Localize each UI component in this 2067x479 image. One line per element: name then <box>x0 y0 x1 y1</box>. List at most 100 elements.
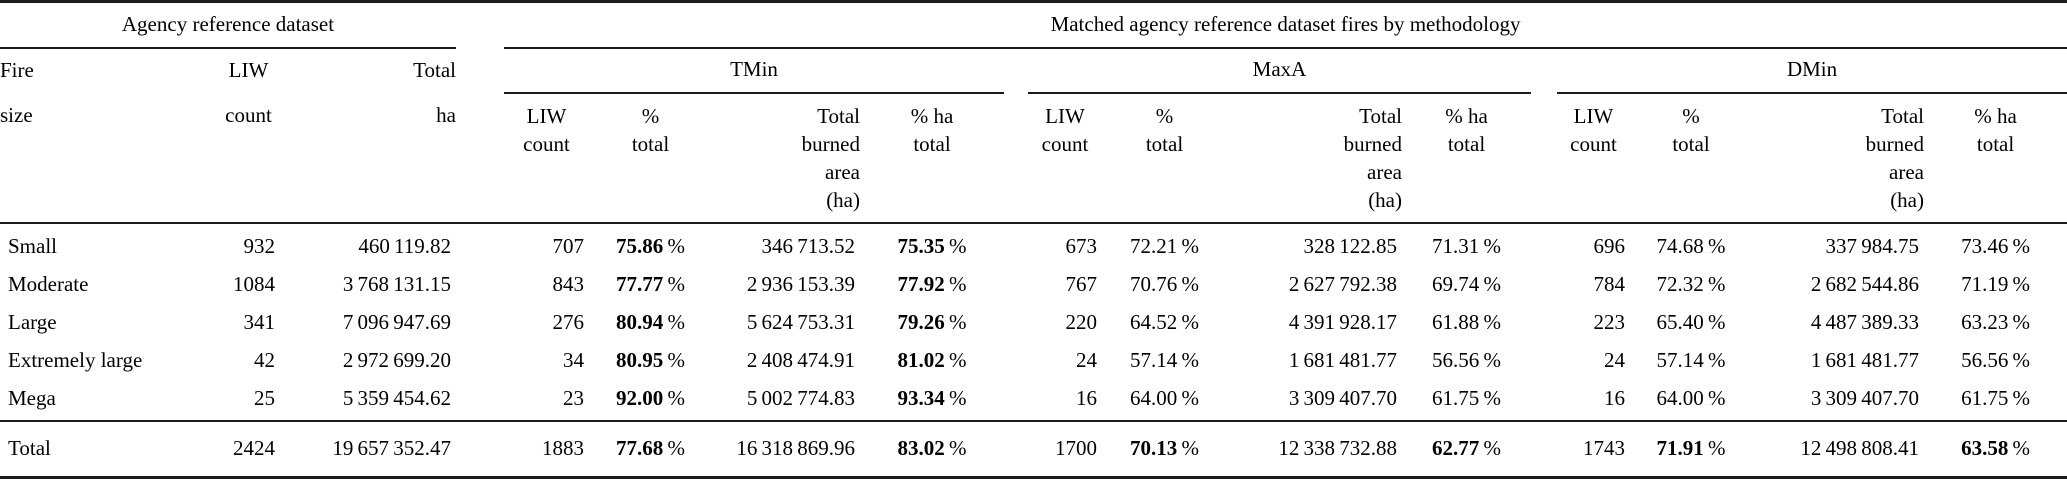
dmin-pct-total-cell: 71.91 % <box>1656 436 1726 460</box>
tmin-pct-total-cell: 77.68 % <box>616 436 685 460</box>
dmin-burned-area-header: Total burned area (ha) <box>1752 93 1924 224</box>
tmin-burned-area-cell: 2 936 153.39 <box>746 272 855 296</box>
stub-subheader-count: count <box>217 93 280 224</box>
dmin-liw-count-cell: 1743 <box>1583 436 1625 460</box>
dmin-pct-total-header: % total <box>1630 93 1752 224</box>
maxa-pct-total-cell: 72.21 % <box>1130 234 1199 258</box>
tmin-pct-ha-cell: 75.35 % <box>897 234 967 258</box>
tmin-pct-total-cell: 80.95 % <box>616 348 685 372</box>
dmin-pct-ha-cell: 56.56 % <box>1961 348 2031 372</box>
tmin-burned-area-cell: 5 624 753.31 <box>746 310 855 334</box>
maxa-pct-ha-cell: 71.31 % <box>1432 234 1501 258</box>
column-spacer <box>456 93 504 224</box>
agency-total-ha-cell: 3 768 131.15 <box>342 272 451 296</box>
column-spacer <box>1004 304 1028 342</box>
column-spacer <box>456 304 504 342</box>
dmin-pct-ha-cell: 71.19 % <box>1961 272 2031 296</box>
tmin-pct-ha-cell: 81.02 % <box>897 348 967 372</box>
column-spacer <box>1531 421 1557 476</box>
column-spacer <box>456 3 504 48</box>
column-spacer <box>1531 48 1557 93</box>
group-header-row: Agency reference dataset Matched agency … <box>0 3 2067 49</box>
tmin-burned-area-cell: 5 002 774.83 <box>712 380 860 422</box>
maxa-pct-ha-cell: 69.74 % <box>1432 272 1501 296</box>
column-spacer <box>456 342 504 380</box>
column-spacer <box>456 421 504 476</box>
tmin-liw-count-cell: 34 <box>563 348 584 372</box>
column-spacer <box>1531 304 1557 342</box>
tmin-burned-area-cell: 346 713.52 <box>761 234 855 258</box>
dmin-pct-total-cell: 74.68 % <box>1656 234 1726 258</box>
dmin-pct-total-cell: 72.32 % <box>1656 272 1726 296</box>
dmin-liw-count-cell: 223 <box>1593 310 1626 334</box>
tmin-pct-ha-cell: 77.92 % <box>897 272 967 296</box>
table-row: Moderate 1084 3 768 131.15 843 77.77 % 2 936 … <box>0 266 2067 304</box>
column-spacer <box>1531 93 1557 224</box>
tmin-pct-total-cell: 80.94 % <box>616 310 685 334</box>
dmin-burned-area-cell: 3 309 407.70 <box>1752 380 1924 422</box>
tmin-burned-area-cell: 2 408 474.91 <box>746 348 855 372</box>
methodology-header-maxa: MaxA <box>1028 48 1531 94</box>
agency-group-header: Agency reference dataset <box>0 3 456 49</box>
maxa-burned-area-cell: 3 309 407.70 <box>1227 380 1402 422</box>
tmin-liw-count-cell: 23 <box>504 380 589 422</box>
dmin-pct-total-cell: 57.14 % <box>1656 348 1726 372</box>
maxa-burned-area-cell: 328 122.85 <box>1303 234 1397 258</box>
column-spacer <box>1531 266 1557 304</box>
agency-total-ha-cell: 19 657 352.47 <box>332 436 451 460</box>
table-body: Small 932 460 119.82 707 75.86 % 346 713.52 75… <box>0 223 2067 476</box>
maxa-pct-total-cell: 70.13 % <box>1130 436 1199 460</box>
table-row: Small 932 460 119.82 707 75.86 % 346 713.52 75… <box>0 223 2067 266</box>
stub-subheader-size: size <box>0 93 217 224</box>
maxa-pct-total-header: % total <box>1102 93 1227 224</box>
column-spacer <box>1004 266 1028 304</box>
dmin-burned-area-cell: 1 681 481.77 <box>1810 348 1919 372</box>
agency-liw-count-cell: 2424 <box>233 436 275 460</box>
fire-size-label: Moderate <box>8 272 89 296</box>
tmin-burned-area-header: Total burned area (ha) <box>712 93 860 224</box>
tmin-burned-area-cell: 16 318 869.96 <box>736 436 855 460</box>
maxa-pct-total-cell: 70.76 % <box>1130 272 1199 296</box>
maxa-liw-count-cell: 24 <box>1076 348 1097 372</box>
tmin-pct-total-cell: 75.86 % <box>616 234 685 258</box>
agency-liw-count-cell: 341 <box>243 310 276 334</box>
maxa-liw-count-cell: 16 <box>1028 380 1102 422</box>
maxa-pct-ha-cell: 61.75 % <box>1402 380 1531 422</box>
fire-size-label: Mega <box>0 380 217 422</box>
maxa-pct-ha-cell: 61.88 % <box>1432 310 1501 334</box>
table-row: Large 341 7 096 947.69 276 80.94 % 5 624 753.… <box>0 304 2067 342</box>
tmin-pct-total-header: % total <box>589 93 712 224</box>
column-spacer <box>1004 48 1028 93</box>
fires-matching-table: Agency reference dataset Matched agency … <box>0 3 2067 476</box>
agency-total-ha-cell: 5 359 454.62 <box>280 380 456 422</box>
dmin-pct-total-cell: 65.40 % <box>1656 310 1726 334</box>
tmin-pct-ha-cell: 93.34 % <box>860 380 1004 422</box>
maxa-burned-area-cell: 2 627 792.38 <box>1288 272 1397 296</box>
matched-group-header: Matched agency reference dataset fires b… <box>504 3 2067 49</box>
table-row: Mega 25 5 359 454.62 23 92.00 % 5 002 774.83 9… <box>0 380 2067 422</box>
maxa-pct-total-cell: 64.00 % <box>1102 380 1227 422</box>
methodology-header-row: Fire LIW Total TMin MaxA DMin <box>0 48 2067 94</box>
column-spacer <box>1004 342 1028 380</box>
dmin-liw-count-cell: 24 <box>1604 348 1625 372</box>
stub-subheader-ha: ha <box>280 93 456 224</box>
maxa-liw-count-header: LIW count <box>1028 93 1102 224</box>
maxa-pct-ha-cell: 62.77 % <box>1432 436 1501 460</box>
agency-liw-count-cell: 1084 <box>233 272 275 296</box>
maxa-burned-area-cell: 12 338 732.88 <box>1278 436 1397 460</box>
dmin-burned-area-cell: 2 682 544.86 <box>1810 272 1919 296</box>
fire-size-label: Extremely large <box>8 348 143 372</box>
column-spacer <box>1004 223 1028 266</box>
column-spacer <box>1004 421 1028 476</box>
column-spacer <box>1531 380 1557 422</box>
table-row: Extremely large 42 2 972 699.20 34 80.95 % 2 … <box>0 342 2067 380</box>
dmin-pct-ha-cell: 61.75 % <box>1924 380 2067 422</box>
tmin-pct-total-cell: 77.77 % <box>616 272 685 296</box>
maxa-pct-total-cell: 57.14 % <box>1130 348 1199 372</box>
dmin-pct-total-cell: 64.00 % <box>1630 380 1752 422</box>
tmin-pct-ha-cell: 79.26 % <box>897 310 967 334</box>
agency-liw-count-cell: 25 <box>217 380 280 422</box>
stub-header-liw: LIW <box>228 58 269 82</box>
dmin-pct-ha-cell: 63.23 % <box>1961 310 2031 334</box>
